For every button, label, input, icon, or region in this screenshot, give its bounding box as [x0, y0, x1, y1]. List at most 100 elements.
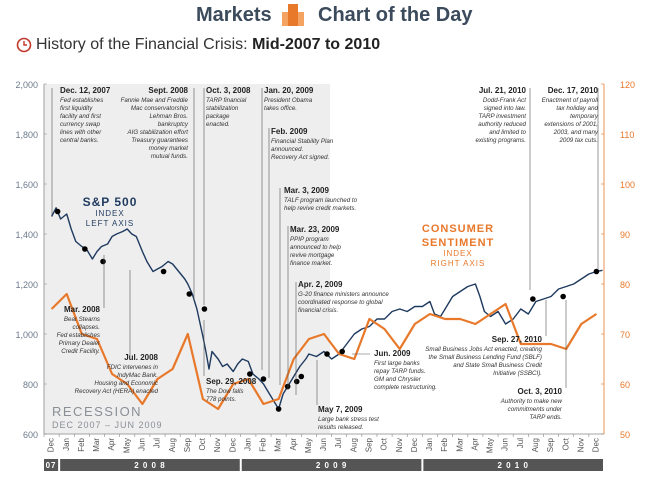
year-bar-segment: [241, 459, 422, 471]
event-annotation: Mar. 3, 2009 TALF program launched tohelp…: [284, 186, 358, 212]
event-marker: [186, 291, 193, 297]
event-text: tax holiday and: [556, 105, 598, 112]
event-text: Enactment of payroll: [542, 97, 599, 104]
x-axis-month-label: Jun: [319, 438, 328, 451]
event-text: temporary: [570, 113, 599, 120]
year-bar-segment: [423, 459, 603, 471]
x-axis-month-label: Nov: [213, 438, 222, 452]
right-axis-tick-label: 50: [620, 430, 630, 440]
event-marker: [201, 306, 208, 312]
event-title: Jan. 20, 2009: [264, 86, 314, 95]
x-axis-month-label: Apr: [107, 438, 116, 451]
event-text: Bear Stearns: [64, 316, 100, 323]
event-text: and limited to: [489, 129, 526, 136]
x-axis-month-label: Apr: [289, 438, 298, 451]
event-title: Jul. 21, 2010: [479, 86, 527, 95]
event-text: complete restructuring.: [374, 384, 437, 391]
x-axis-month-label: Apr: [470, 438, 479, 451]
x-axis-month-label: Dec: [47, 438, 56, 452]
event-text: mutual funds.: [151, 153, 188, 160]
event-text: TALF program launched to: [284, 197, 358, 204]
event-annotation: May 7, 2009 Large bank stress testresults…: [318, 405, 379, 431]
event-title: Dec. 17, 2010: [548, 86, 599, 95]
event-text: financial crisis.: [298, 307, 338, 314]
event-text: bankruptcy: [158, 121, 189, 128]
left-axis-tick-label: 800: [23, 380, 38, 390]
consumer-sentiment-label: CONSUMER: [422, 223, 494, 235]
event-text: Fed establishes: [60, 97, 103, 104]
x-axis-month-label: Sep: [183, 437, 192, 452]
clock-icon: [16, 37, 32, 53]
x-axis-month-label: Nov: [395, 438, 404, 452]
left-axis-tick-label: 600: [23, 430, 38, 440]
event-marker: [247, 371, 253, 377]
event-text: Recovery Act signed.: [271, 154, 329, 161]
sp500-line: [50, 207, 603, 410]
event-title: Oct. 3, 2010: [518, 387, 563, 396]
event-text: announced.: [271, 146, 303, 153]
x-axis-month-label: Jul: [153, 438, 162, 448]
right-axis-tick-label: 100: [620, 180, 635, 190]
x-axis-month-label: Dec: [592, 438, 601, 452]
x-axis-month-label: Jul: [516, 438, 525, 448]
chart-logo-icon: [282, 4, 304, 26]
event-text: extensions of 2001,: [544, 121, 598, 128]
event-marker: [324, 351, 330, 357]
x-axis-month-label: Mar: [92, 438, 101, 452]
event-annotation: Apr. 2, 2009 G-20 finance ministers annou…: [298, 280, 389, 314]
x-axis-month-label: Jun: [501, 438, 510, 451]
event-text: Authority to make new: [500, 398, 563, 405]
event-text: FDIC intervenes in: [107, 364, 159, 371]
x-axis-month-label: May: [122, 438, 131, 453]
event-title: Apr. 2, 2009: [298, 280, 343, 289]
event-text: AIG stabilization effort: [126, 129, 188, 136]
event-text: central banks.: [60, 137, 99, 144]
markets-title: Markets: [196, 4, 272, 26]
consumer-sentiment-line: [50, 292, 598, 411]
event-text: Treasury guarantees: [131, 137, 188, 144]
sp500-label: LEFT AXIS: [86, 219, 134, 228]
event-text: Large bank stress test: [318, 416, 379, 423]
event-text: repay TARP funds.: [374, 368, 426, 375]
event-marker: [100, 258, 106, 265]
event-text: Dodd-Frank Act: [483, 97, 526, 104]
event-text: G-20 finance ministers announce: [298, 291, 389, 298]
event-text: TARP ends.: [529, 414, 562, 421]
year-bar-segment: [44, 459, 59, 471]
event-text: TARP investment: [479, 113, 527, 120]
event-text: Primary Dealer: [59, 340, 101, 347]
event-annotation: Oct. 3, 2010 Authority to make newcommitm…: [500, 387, 563, 421]
event-text: lines with other: [60, 129, 102, 136]
consumer-sentiment-label: RIGHT AXIS: [431, 259, 486, 268]
event-marker: [593, 268, 600, 275]
event-title: Mar. 23, 2009: [290, 225, 340, 234]
event-title: Dec. 12, 2007: [60, 86, 111, 95]
x-axis-month-label: Mar: [455, 438, 464, 452]
event-marker: [284, 383, 291, 390]
x-axis-month-label: Dec: [228, 438, 237, 452]
x-axis-month-label: Jan: [425, 438, 434, 451]
recession-sublabel: DEC 2007 – JUN 2009: [52, 420, 163, 430]
recession-label: RECESSION: [52, 404, 142, 419]
event-title: Jun. 2009: [374, 349, 411, 358]
event-text: President Obama: [264, 97, 313, 104]
event-text: first liquidity: [60, 105, 93, 112]
left-axis-tick-label: 1,600: [15, 180, 38, 190]
event-text: Credit Facility.: [61, 348, 100, 355]
event-text: IndyMac Bank.: [117, 372, 158, 379]
event-text: help revive credit markets.: [284, 205, 356, 212]
event-text: announced to help: [290, 244, 341, 251]
event-text: collapses.: [72, 324, 100, 331]
right-axis-tick-label: 120: [620, 80, 635, 90]
x-axis-month-label: Feb: [77, 437, 86, 451]
left-axis-tick-label: 1,400: [15, 230, 38, 240]
event-text: money market: [149, 145, 188, 152]
right-axis-tick-label: 90: [620, 230, 630, 240]
event-text: Fed establishes: [57, 332, 100, 339]
